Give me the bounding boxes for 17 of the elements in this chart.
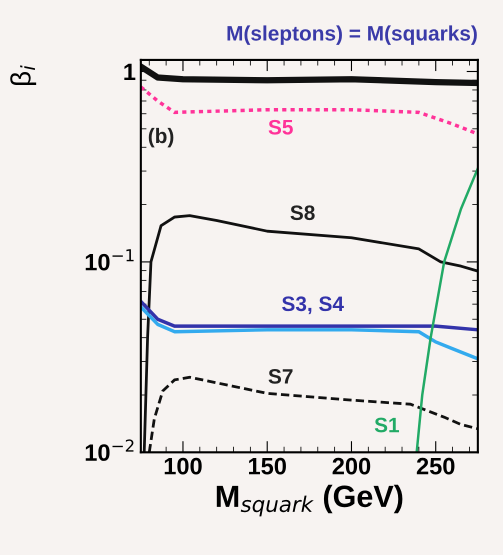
annotation: S1 xyxy=(374,418,400,432)
x-tick-label: 250 xyxy=(416,458,454,475)
annotation: S5 xyxy=(268,120,293,135)
annotation: S7 xyxy=(268,369,293,384)
annotation: S3, S4 xyxy=(282,296,344,314)
x-tick-label: 150 xyxy=(249,458,286,475)
x-tick-label: 200 xyxy=(332,458,370,475)
chart-title: M(sleptons) = M(squarks) xyxy=(227,25,477,45)
y-axis-title: β$_{i}$ xyxy=(10,65,36,85)
x-tick-label: 100 xyxy=(164,458,202,475)
annotation: (b) xyxy=(148,128,174,148)
y-tick-label: 1 xyxy=(124,64,136,80)
x-axis-title: M$_{squark}$ (GeV) xyxy=(216,484,402,516)
y-tick-label: 10$^{−2}$ xyxy=(86,439,134,461)
line-series xyxy=(415,167,478,452)
y-tick-label: 10$^{−1}$ xyxy=(86,249,134,271)
annotation: S8 xyxy=(290,205,315,220)
